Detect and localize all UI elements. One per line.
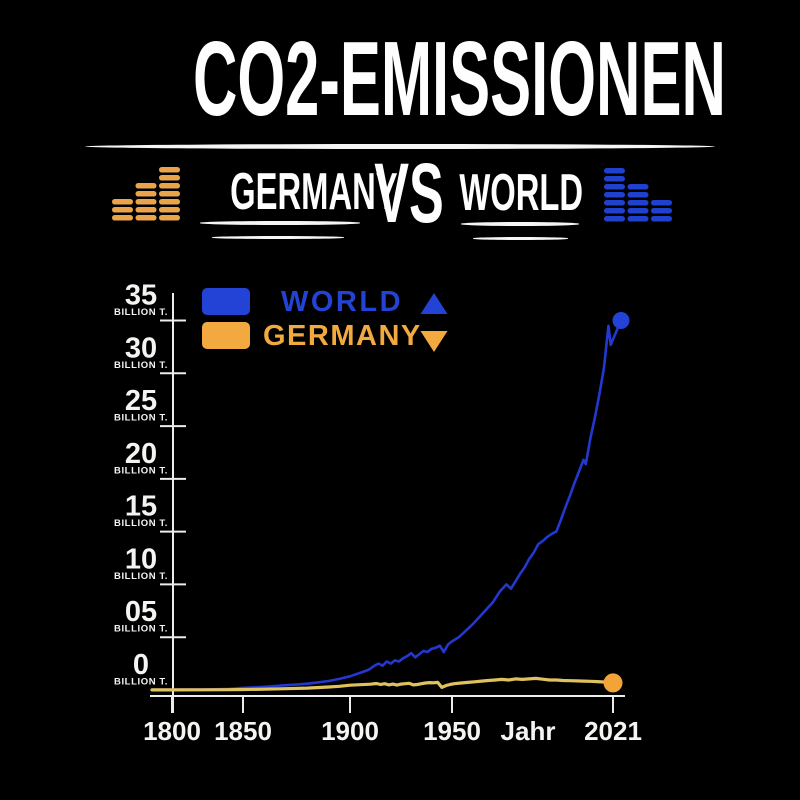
equalizer-bar [135, 183, 157, 189]
x-axis-title: Jahr [501, 716, 556, 746]
equalizer-bar [604, 176, 625, 182]
blue-equalizer [604, 168, 672, 222]
world-underline-2 [473, 237, 568, 240]
page-title-text: CO2-EMISSIONEN [192, 20, 726, 138]
orange-equalizer [112, 167, 180, 221]
x-tick-label: 1950 [423, 716, 481, 746]
equalizer-bar [159, 207, 180, 213]
equalizer-bar [135, 199, 157, 205]
equalizer-bar [159, 175, 180, 181]
equalizer-bar [627, 208, 649, 214]
world-endpoint-dot [612, 312, 630, 330]
legend-germany-down-triangle-icon [420, 331, 448, 352]
germany-underline-2 [212, 236, 344, 239]
equalizer-bar [604, 200, 625, 206]
y-tick-label: 10 [125, 543, 157, 575]
equalizer-bar [627, 184, 649, 190]
subtitle-germany-text: GERMANY [230, 163, 398, 221]
equalizer-bar [159, 199, 180, 205]
legend-germany-label: GERMANY [263, 320, 422, 352]
y-tick-label: 25 [125, 385, 157, 417]
y-tick-unit: BILLION T. [114, 307, 168, 318]
equalizer-bar [112, 207, 133, 213]
equalizer-bar [604, 184, 625, 190]
y-tick-label: 15 [125, 491, 157, 523]
equalizer-bar [135, 207, 157, 213]
germany-underline-1 [200, 221, 360, 225]
equalizer-bar [627, 192, 649, 198]
x-tick-label: 1800 [143, 716, 201, 746]
equalizer-bar [112, 215, 133, 221]
legend-germany-swatch [202, 322, 250, 349]
germany-endpoint-dot [603, 673, 623, 693]
equalizer-bar [604, 208, 625, 214]
y-tick-unit: BILLION T. [114, 465, 168, 476]
y-tick-label: 30 [125, 332, 157, 364]
equalizer-bar [159, 191, 180, 197]
subtitle-germany: GERMANY [181, 166, 397, 218]
subtitle-world-text: WORLD [459, 164, 583, 222]
legend-world-up-triangle-icon [420, 293, 448, 314]
equalizer-bar [627, 200, 649, 206]
equalizer-bar [604, 168, 625, 174]
x-tick-label: 1850 [214, 716, 272, 746]
y-tick-unit: BILLION T. [114, 413, 168, 424]
world-underline-1 [461, 222, 579, 226]
equalizer-bar [604, 192, 625, 198]
x-tick-label: 2021 [584, 716, 642, 746]
y-tick-label: 20 [125, 438, 157, 470]
orange-equalizer-icon [112, 167, 180, 221]
page-title: CO2-EMISSIONEN [0, 26, 800, 132]
y-tick-unit: BILLION T. [114, 360, 168, 371]
equalizer-bar [135, 191, 157, 197]
y-tick-label: 0 [133, 649, 149, 681]
y-tick-label: 35 [125, 280, 157, 312]
legend-world-swatch [202, 288, 250, 315]
equalizer-bar [112, 199, 133, 205]
equalizer-bar [651, 208, 672, 214]
subtitle-vs: VS [309, 151, 509, 235]
equalizer-bar [651, 216, 672, 222]
title-divider-line [85, 144, 715, 149]
subtitle-world: WORLD [421, 167, 621, 219]
y-tick-unit: BILLION T. [114, 624, 168, 635]
equalizer-bar [159, 167, 180, 173]
blue-equalizer-icon [604, 168, 672, 222]
subtitle-vs-text: VS [374, 146, 444, 240]
germany-line [150, 676, 615, 692]
y-tick-label: 05 [125, 596, 157, 628]
legend-world-label: WORLD [281, 286, 403, 318]
world-line [150, 319, 623, 692]
y-tick-unit: BILLION T. [114, 518, 168, 529]
equalizer-bar [159, 183, 180, 189]
equalizer-bar [627, 216, 649, 222]
equalizer-bar [604, 216, 625, 222]
y-tick-unit: BILLION T. [114, 571, 168, 582]
x-tick-label: 1900 [321, 716, 379, 746]
y-tick-unit: BILLION T. [114, 677, 168, 688]
equalizer-bar [159, 215, 180, 221]
equalizer-bar [135, 215, 157, 221]
equalizer-bar [651, 200, 672, 206]
